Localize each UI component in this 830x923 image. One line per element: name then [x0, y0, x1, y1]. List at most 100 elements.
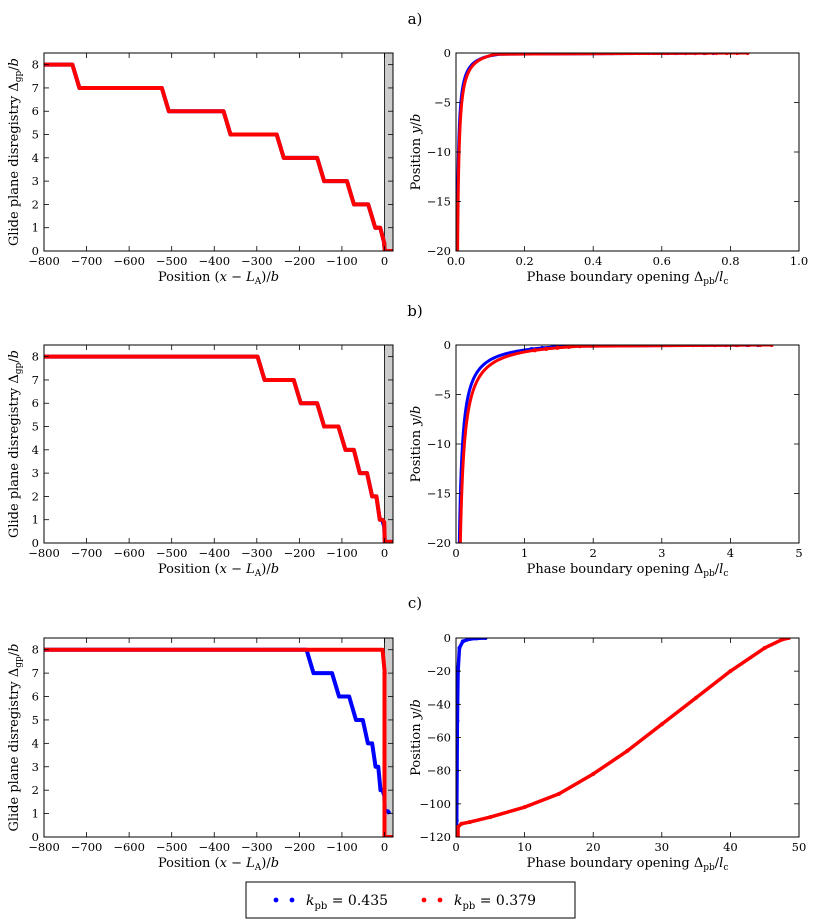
x-tick-label: −600 [113, 254, 145, 268]
series-red-point [568, 53, 573, 56]
y-tick-label: 7 [32, 373, 39, 387]
series-red-point [620, 53, 625, 56]
series-red-point [758, 345, 763, 348]
x-tick-label: −400 [198, 546, 230, 560]
y-tick-label: −10 [427, 437, 451, 451]
series-red-point [578, 53, 584, 56]
y-tick-label: 0 [444, 46, 451, 60]
series-red-point [762, 645, 767, 650]
series-red-point [610, 53, 615, 56]
x-tick-label: 10 [517, 840, 532, 854]
x-tick-label: 0.4 [584, 254, 602, 268]
series-blue-point [456, 718, 460, 723]
series-red-point [724, 53, 729, 56]
series-red-point [672, 53, 677, 56]
series-red-point [456, 825, 461, 830]
series-blue-line [44, 354, 393, 543]
y-tick-label: −20 [427, 244, 451, 258]
y-tick-label: 4 [32, 151, 39, 165]
y-tick-label: −5 [434, 388, 451, 402]
legend-entry-blue: kpb = 0.435 [273, 893, 388, 912]
series-red-point [641, 53, 646, 56]
y-tick-label: 2 [32, 197, 39, 211]
y-tick-label: 8 [32, 643, 39, 657]
x-tick-label: −800 [28, 840, 60, 854]
x-tick-label: −500 [156, 546, 188, 560]
series-red-point [591, 771, 596, 776]
series-red-point [693, 53, 698, 56]
axes-frame [455, 344, 800, 544]
x-tick-label: −100 [326, 546, 358, 560]
y-tick-label: 7 [32, 666, 39, 680]
x-tick-label: −500 [156, 254, 188, 268]
y-tick-label: 0 [444, 338, 451, 352]
series-red-point [611, 345, 616, 348]
x-tick-label: 0 [452, 546, 459, 560]
series-red-point [537, 53, 542, 56]
y-axis-label: Position y/b [409, 114, 424, 191]
y-tick-label: 8 [32, 58, 39, 72]
series-red-point [532, 348, 537, 353]
chart-b-left: −800 −700 −600 −500 −400 −300 −200 −100 0 0 1 2 3 4 5 6… [7, 344, 394, 579]
y-tick-label: 0 [32, 244, 39, 258]
y-tick-label: −100 [419, 797, 451, 811]
legend-marker-red [421, 897, 427, 903]
y-axis-label: Glide plane disregistry Δgp/b [7, 643, 24, 831]
y-tick-label: 2 [32, 489, 39, 503]
series-red-line [458, 345, 772, 543]
series-red-point [714, 53, 719, 56]
series-red-point [589, 53, 594, 56]
x-tick-label: 0 [381, 546, 388, 560]
series-red-point [735, 53, 740, 56]
series-blue-line [457, 345, 758, 543]
series-red-point [645, 345, 650, 348]
series-red-point [679, 345, 684, 348]
axes-frame [43, 344, 394, 544]
series-red-point [600, 345, 605, 348]
legend-box [245, 881, 576, 919]
x-axis-label: Phase boundary opening Δpb/lc [527, 562, 729, 579]
series-red-point [746, 345, 752, 348]
x-tick-label: 0.8 [721, 254, 739, 268]
x-tick-label: 40 [723, 840, 738, 854]
series-group [44, 354, 393, 543]
series-blue-line [456, 638, 486, 834]
axes-frame [43, 52, 394, 252]
series-red-point [779, 638, 784, 642]
y-tick-label: 5 [32, 713, 39, 727]
plot-area: −800 −700 −600 −500 −400 −300 −200 −100 00123456… [7, 46, 808, 873]
x-tick-label: −300 [241, 254, 273, 268]
chart-a-left: −800 −700 −600 −500 −400 −300 −200 −100 0 0 1 2 3 4 5 6… [7, 52, 394, 287]
x-axis-label: Phase boundary opening Δpb/lc [527, 856, 729, 873]
x-tick-label: 4 [727, 546, 734, 560]
series-red-line [44, 647, 393, 837]
x-tick-label: 0.2 [515, 254, 533, 268]
series-red-point [622, 345, 628, 348]
shaded-region [384, 344, 394, 544]
series-red-point [625, 748, 630, 753]
series-red-point [488, 815, 493, 820]
legend-label-blue: kpb = 0.435 [306, 893, 388, 912]
series-group [456, 53, 750, 251]
y-tick-label: 4 [32, 736, 39, 750]
y-axis-label: Glide plane disregistry Δgp/b [7, 350, 24, 538]
series-red-point [724, 345, 729, 348]
y-tick-label: −40 [427, 697, 451, 711]
series-group [44, 62, 393, 251]
y-tick-label: 6 [32, 690, 39, 704]
y-tick-label: 6 [32, 104, 39, 118]
legend: kpb = 0.435 kpb = 0.379 [245, 881, 576, 919]
x-tick-label: 0 [452, 840, 459, 854]
axes-frame [455, 52, 800, 252]
y-tick-label: −20 [427, 664, 451, 678]
legend-marker-blue [273, 897, 279, 903]
series-red-point [745, 53, 750, 56]
series-group [456, 638, 791, 837]
y-tick-label: 0 [444, 631, 451, 645]
series-blue-line [44, 647, 392, 815]
chart-c-left: −800 −700 −600 −500 −400 −300 −200 −100 0 0 1 2 3 4 5 6… [7, 637, 394, 873]
x-tick-label: −100 [326, 254, 358, 268]
panel-label-b: b) [407, 302, 422, 320]
x-tick-label: −800 [28, 254, 60, 268]
